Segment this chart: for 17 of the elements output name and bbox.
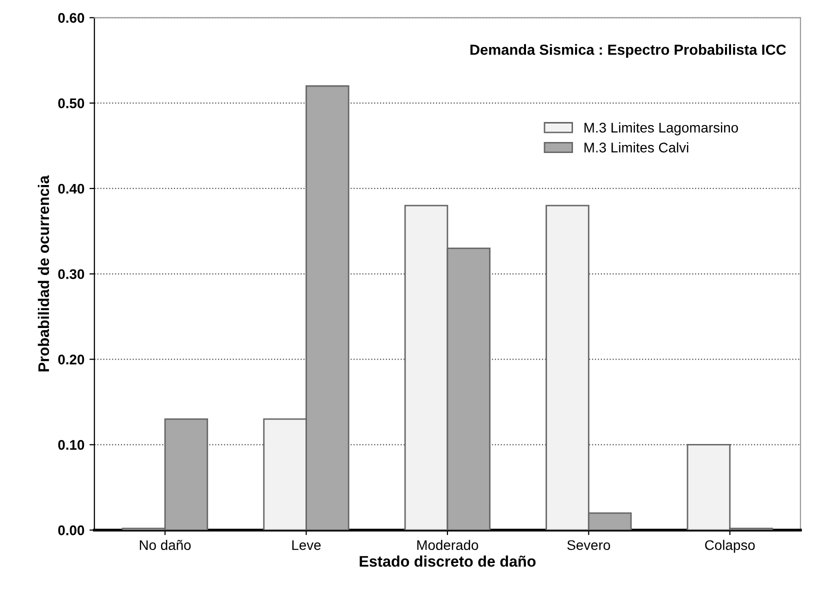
x-axis-title: Estado discreto de daño <box>360 556 536 567</box>
x-tick-label: Severo <box>567 540 610 550</box>
x-tick-label: No daño <box>140 540 191 550</box>
x-tick-label: Colapso <box>705 540 755 553</box>
y-tick-label: 0.40 <box>58 184 84 194</box>
y-tick-label: 0.50 <box>58 98 84 108</box>
legend-label: M.3 Limites Lagomarsino <box>584 122 738 136</box>
x-tick-label: Leve <box>292 540 321 550</box>
x-tick-label: Moderado <box>417 540 478 550</box>
y-axis-title: Probabilidad de ocurrencia <box>38 175 50 372</box>
y-tick-label: 0.60 <box>58 13 84 23</box>
y-tick-label: 0.20 <box>58 354 84 364</box>
legend-label: M.3 Limites Calvi <box>584 142 688 152</box>
y-tick-label: 0.10 <box>58 440 84 450</box>
text: Demanda Sismica : Espectro Probabilista ICC <box>470 44 786 58</box>
y-tick-label: 0.00 <box>58 525 84 536</box>
y-tick-label: 0.30 <box>58 269 84 280</box>
